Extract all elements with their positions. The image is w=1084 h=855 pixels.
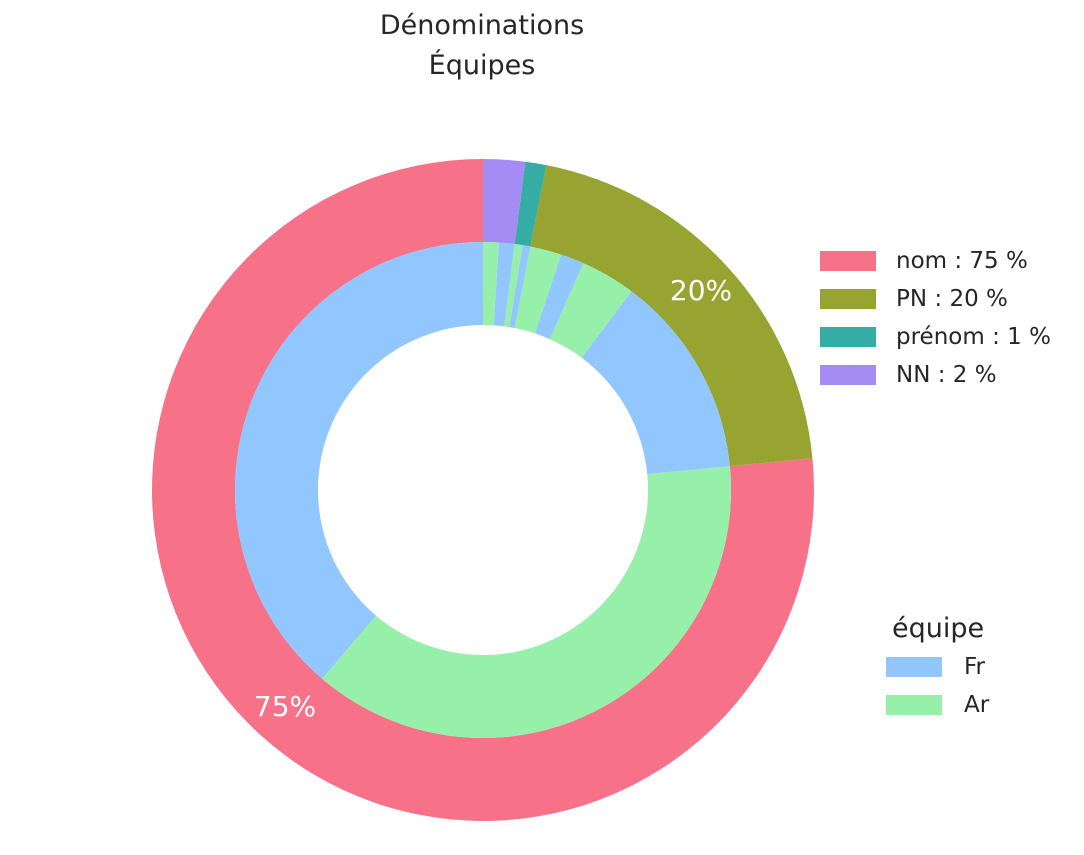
data-label-pn: 20% [670, 274, 732, 307]
legend-label-ar: Ar [964, 692, 990, 718]
legend-swatch-fr [886, 657, 942, 677]
legend-label-nn: NN : 2 % [896, 362, 997, 388]
data-label-nom: 75% [254, 690, 316, 723]
legend-label-nom: nom : 75 % [896, 248, 1028, 274]
legend-denominations: nom : 75 % PN : 20 % prénom : 1 % NN : 2… [820, 242, 1051, 394]
inner-slice-nn-fr-8 [493, 242, 515, 327]
legend-equipe: équipe Fr Ar [886, 610, 989, 724]
legend-item-prenom: prénom : 1 % [820, 318, 1051, 356]
legend-item-nn: NN : 2 % [820, 356, 1051, 394]
legend-swatch-prenom [820, 327, 876, 347]
inner-slice-nom-fr-0 [234, 242, 483, 679]
chart-subtitle: Équipes [428, 50, 536, 81]
outer-slice-prenom [514, 161, 547, 247]
legend-label-prenom: prénom : 1 % [896, 324, 1051, 350]
outer-slice-pn [530, 165, 813, 467]
inner-slice-pn-ar-3 [549, 263, 632, 358]
inner-slice-prenom-fr-6 [509, 245, 531, 329]
legend-swatch-pn [820, 289, 876, 309]
inner-slice-prenom-ar-7 [504, 244, 523, 328]
legend-title-equipe: équipe [892, 613, 985, 644]
inner-slice-pn-fr-2 [581, 291, 730, 475]
legend-swatch-nom [820, 251, 876, 271]
legend-item-fr: Fr [886, 648, 989, 686]
outer-slice-nn [483, 159, 526, 245]
legend-label-fr: Fr [964, 654, 986, 680]
legend-swatch-nn [820, 365, 876, 385]
inner-slice-nom-ar-1 [322, 466, 731, 738]
legend-item-pn: PN : 20 % [820, 280, 1051, 318]
legend-swatch-ar [886, 695, 942, 715]
inner-slice-pn-ar-5 [514, 246, 562, 334]
inner-slice-nn-ar-9 [483, 242, 499, 326]
legend-item-ar: Ar [886, 686, 989, 724]
inner-slice-pn-fr-4 [534, 254, 584, 340]
chart-title: Dénominations [379, 10, 585, 41]
legend-label-pn: PN : 20 % [896, 286, 1008, 312]
legend-item-nom: nom : 75 % [820, 242, 1051, 280]
